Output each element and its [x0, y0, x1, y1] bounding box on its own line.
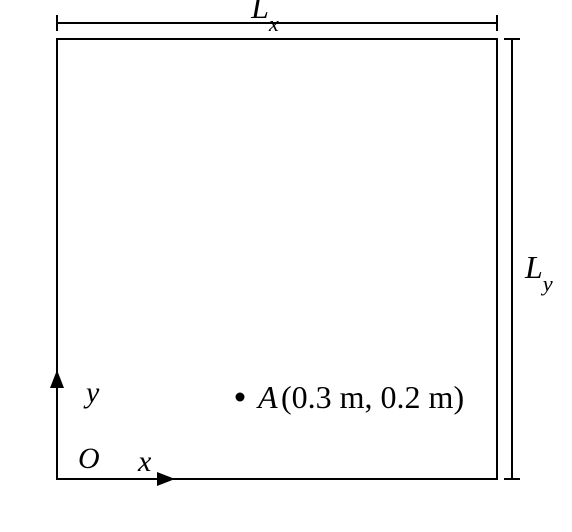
label-point-a: A(0.3 m, 0.2 m) [256, 379, 464, 415]
label-Lx: Lx [250, 0, 279, 36]
label-origin: O [78, 442, 100, 475]
x-axis-arrowhead [157, 472, 175, 486]
diagram-svg: Lx Ly y x O A(0.3 m, 0.2 m) [0, 0, 572, 532]
label-Ly: Ly [524, 249, 553, 296]
point-a [236, 393, 245, 402]
label-y-axis: y [83, 376, 100, 409]
label-x-axis: x [137, 445, 152, 478]
y-axis-arrowhead [50, 370, 64, 388]
